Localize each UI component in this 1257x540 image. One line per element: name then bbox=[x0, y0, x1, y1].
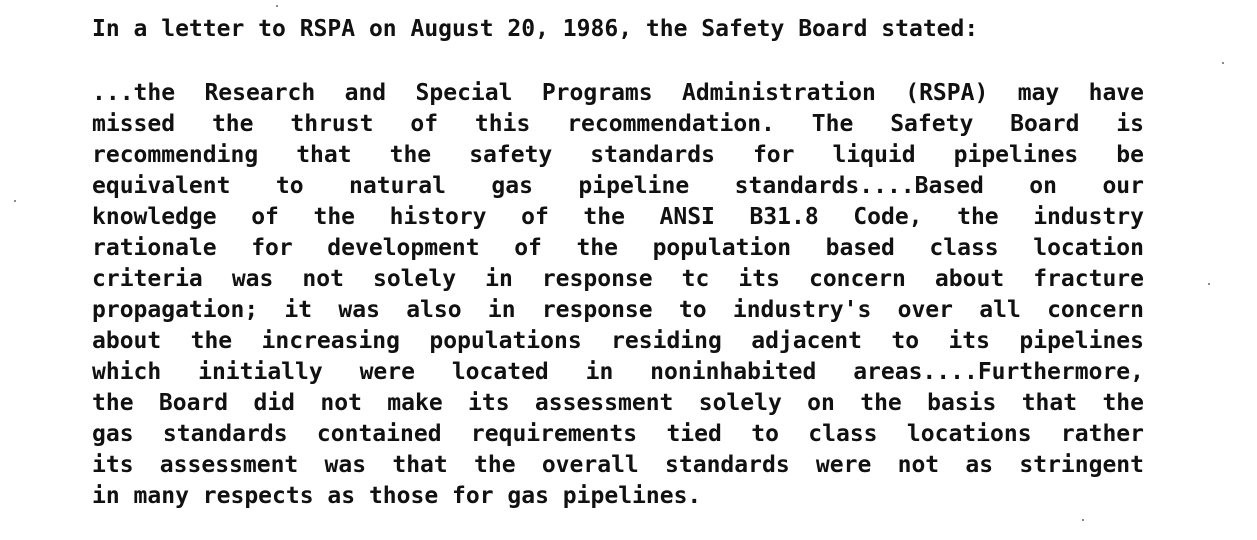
quote-line: missed the thrust of this recommendation… bbox=[92, 111, 1144, 137]
quote-line: ...the Research and Special Programs Adm… bbox=[92, 80, 1144, 106]
block-quote: ...the Research and Special Programs Adm… bbox=[92, 78, 1144, 512]
quote-line: recommending that the safety standards f… bbox=[92, 142, 1144, 168]
quote-line: in many respects as those for gas pipeli… bbox=[92, 483, 702, 509]
quote-line: knowledge of the history of the ANSI B31… bbox=[92, 204, 1144, 230]
scan-speck bbox=[276, 5, 278, 7]
quote-line: the Board did not make its assessment so… bbox=[92, 390, 1144, 416]
scan-speck bbox=[14, 200, 16, 202]
quote-line: propagation; it was also in response to … bbox=[92, 297, 1144, 323]
quote-line: equivalent to natural gas pipeline stand… bbox=[92, 173, 1144, 199]
quote-line: rationale for development of the populat… bbox=[92, 235, 1144, 261]
quote-line: its assessment was that the overall stan… bbox=[92, 452, 1144, 478]
scan-speck bbox=[1082, 519, 1084, 521]
quote-line: which initially were located in noninhab… bbox=[92, 359, 1144, 385]
quote-line: criteria was not solely in response tc i… bbox=[92, 266, 1144, 292]
scan-speck bbox=[1208, 283, 1210, 285]
intro-sentence: In a letter to RSPA on August 20, 1986, … bbox=[92, 16, 979, 42]
quote-line: gas standards contained requirements tie… bbox=[92, 421, 1144, 447]
quote-line: about the increasing populations residin… bbox=[92, 328, 1144, 354]
scan-speck bbox=[1222, 62, 1224, 64]
